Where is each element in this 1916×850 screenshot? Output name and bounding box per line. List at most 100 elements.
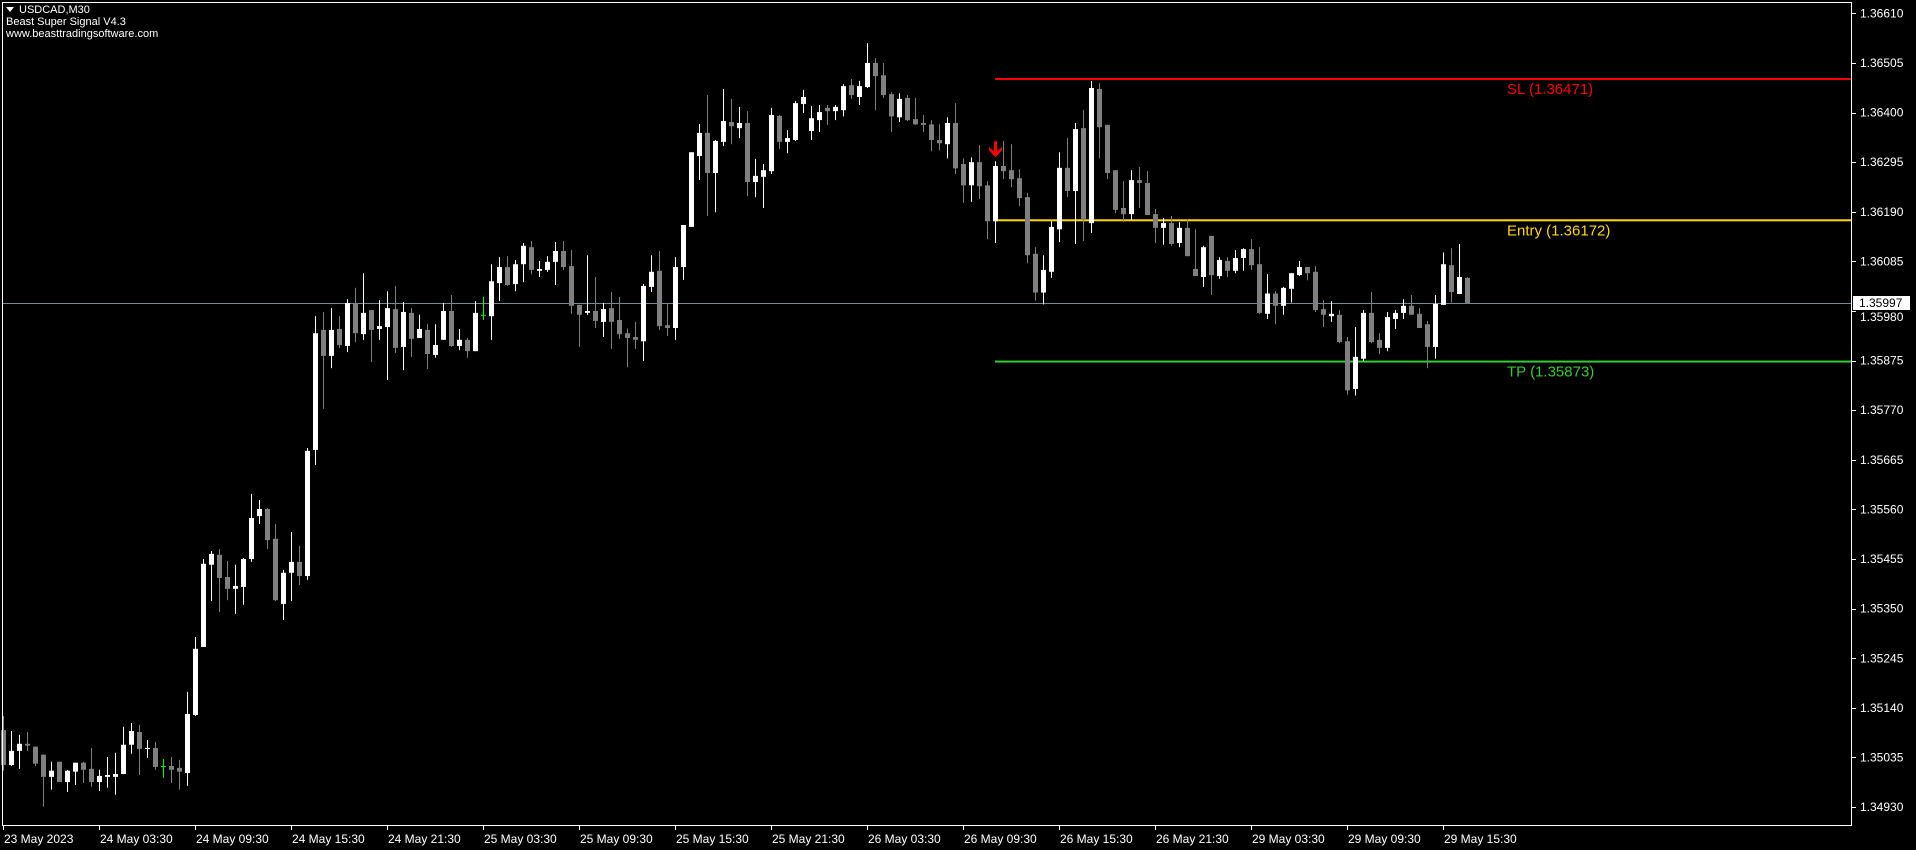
candle-wick [1243, 248, 1244, 271]
candle-wick [371, 310, 372, 363]
candle-body [41, 754, 46, 777]
bear-candle [297, 545, 302, 586]
candle-body [1145, 182, 1150, 216]
candle-wick [715, 139, 716, 213]
candle-body [337, 328, 342, 346]
candle-body [1321, 309, 1326, 315]
candle-body [1193, 268, 1198, 277]
candle-wick [171, 757, 172, 784]
bull-candle [817, 105, 822, 132]
symbol-header[interactable]: USDCAD,M30 [6, 4, 90, 16]
candle-body [1409, 305, 1414, 315]
candle-body [1377, 339, 1382, 348]
candle-wick [1139, 166, 1140, 208]
bull-candle [473, 301, 478, 352]
bull-candle [201, 559, 206, 647]
y-tick-mark [1852, 609, 1856, 610]
candle-body [1001, 165, 1006, 172]
candle-body [17, 743, 22, 751]
bull-candle [377, 300, 382, 340]
bull-candle [697, 123, 702, 181]
sl-line[interactable] [995, 78, 1852, 81]
bear-candle [961, 158, 966, 203]
plot-frame [2, 2, 1852, 826]
bear-candle [665, 302, 670, 337]
x-tick-mark [483, 826, 484, 830]
candle-body [1281, 287, 1286, 306]
y-tick-label: 1.36190 [1860, 205, 1904, 219]
candle-wick [1123, 181, 1124, 223]
candle-body [825, 107, 830, 112]
candle-wick [739, 106, 740, 139]
bear-candle [745, 111, 750, 197]
triangle-down-icon[interactable] [6, 6, 14, 12]
bull-candle [1041, 255, 1046, 305]
bear-candle [609, 292, 614, 349]
bear-candle [1321, 300, 1326, 328]
x-tick-mark [579, 826, 580, 830]
x-tick-mark [1251, 826, 1252, 830]
bear-candle [1193, 229, 1198, 277]
candle-body [473, 312, 478, 352]
candle-body [905, 97, 910, 121]
bear-candle [1065, 138, 1070, 198]
candle-body [969, 162, 974, 186]
candle-body [865, 62, 870, 88]
bull-candle [601, 302, 606, 337]
candle-body [1257, 264, 1262, 313]
candle-body [353, 302, 358, 334]
candle-body [1041, 269, 1046, 293]
y-tick-mark [1852, 261, 1856, 262]
entry-line[interactable] [995, 219, 1852, 222]
candle-body [369, 310, 374, 330]
candle-body [1329, 313, 1334, 317]
candle-body [817, 112, 822, 121]
candle-body [529, 247, 534, 270]
candle-body [1097, 88, 1102, 128]
x-tick-label: 25 May 09:30 [580, 832, 653, 846]
bear-candle [57, 761, 62, 783]
x-tick-label: 29 May 03:30 [1252, 832, 1325, 846]
tp-line[interactable] [995, 360, 1852, 363]
bear-candle [825, 105, 830, 125]
price-axis[interactable]: 1.36610 1.36505 1.36400 1.36295 1.36190 1.360… [1852, 6, 1904, 814]
bear-candle [617, 296, 622, 339]
bear-candle [593, 276, 598, 329]
candle-wick [363, 273, 364, 340]
candle-wick [587, 255, 588, 315]
bear-candle [273, 524, 278, 602]
bear-candle [561, 241, 566, 270]
x-tick-mark [387, 826, 388, 830]
bear-candle [81, 761, 86, 784]
candle-body [1217, 259, 1222, 277]
time-axis[interactable]: 23 May 2023 24 May 03:30 24 May 09:30 24 Ma… [3, 826, 1517, 846]
candle-body [953, 122, 958, 169]
candle-body [521, 245, 526, 265]
candle-body [1017, 178, 1022, 199]
candle-wick [219, 549, 220, 612]
bull-candle [833, 105, 838, 121]
x-tick-label: 29 May 15:30 [1444, 832, 1517, 846]
y-tick-mark [1852, 212, 1856, 213]
candle-body [1185, 227, 1190, 257]
bull-candle [713, 139, 718, 213]
x-tick-mark [867, 826, 868, 830]
bear-candle [425, 324, 430, 370]
bear-candle [153, 741, 158, 770]
candle-body [457, 339, 462, 346]
y-tick-label: 1.36085 [1860, 254, 1904, 268]
y-tick-mark [1852, 559, 1856, 560]
candle-wick [667, 302, 668, 337]
candle-body [89, 768, 94, 783]
bull-candle [289, 532, 294, 602]
candle-wick [915, 97, 916, 125]
bull-candle [993, 161, 998, 243]
bear-candle [937, 124, 942, 151]
bear-candle [169, 757, 174, 784]
candle-body [273, 538, 278, 601]
bull-candle [513, 259, 518, 292]
candle-body [177, 767, 182, 772]
bear-candle [337, 316, 342, 348]
bear-candle [409, 308, 414, 357]
